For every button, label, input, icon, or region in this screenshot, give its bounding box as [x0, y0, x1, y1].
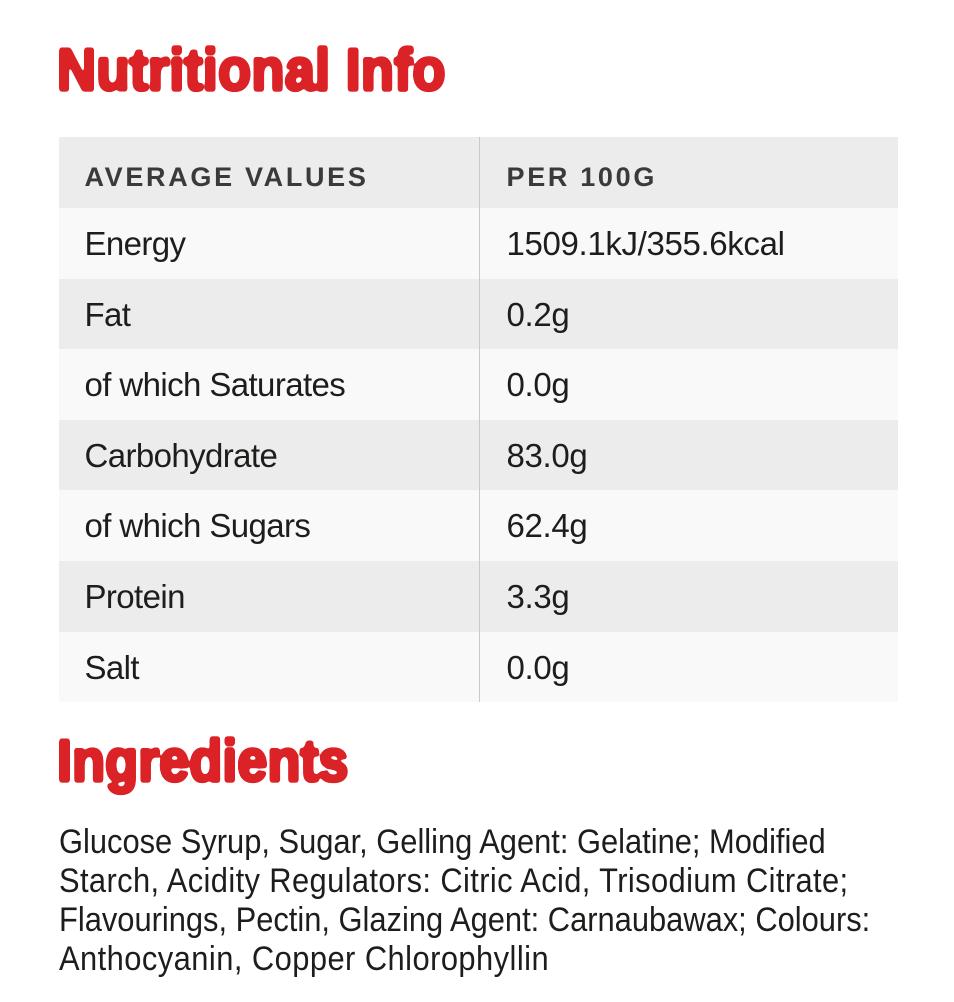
svg-text:Ingredients: Ingredients [57, 728, 348, 794]
svg-text:Nutritional Info: Nutritional Info [57, 38, 446, 104]
